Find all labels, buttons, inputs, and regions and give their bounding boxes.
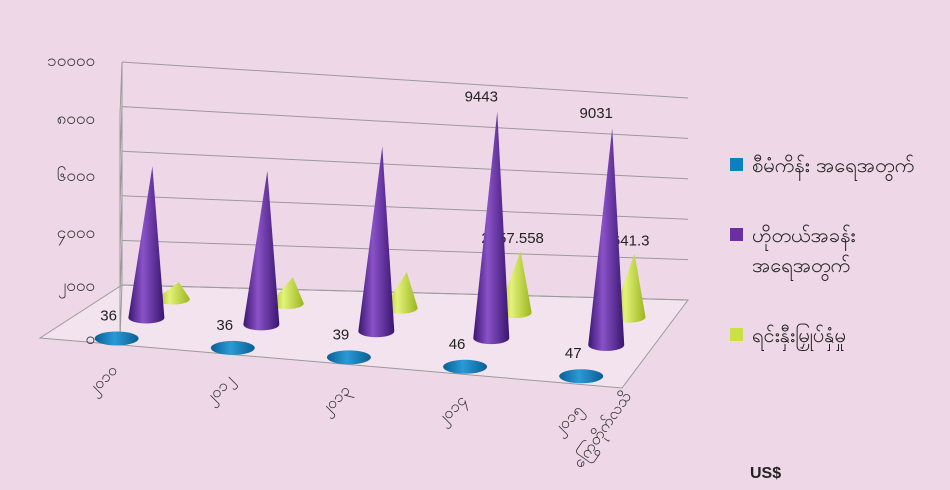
y-tick-label: ၀ (85, 329, 95, 349)
data-label: 39 (333, 326, 350, 343)
gridline (121, 195, 689, 220)
data-disc (326, 350, 371, 365)
y-tick-label: ၂၀၀၀ (58, 276, 95, 299)
legend-label-projects: စီမံကိန်း အရေအတွက် (752, 153, 915, 177)
x-tick-label: ၂၀၁၅ (549, 400, 589, 440)
unit-label: US$ (750, 465, 782, 482)
y-tick-label: ၄၀၀၀ (57, 223, 95, 246)
legend-item-hotel-rooms: ဟိုတယ်အခန်း အရေအတွက် (730, 220, 940, 280)
data-disc (210, 340, 255, 355)
gridline (121, 239, 689, 261)
data-cone-hotel-rooms (243, 170, 280, 331)
legend-swatch-projects (730, 158, 743, 171)
data-cone-hotel-rooms (358, 146, 395, 338)
legend-swatch-investment (730, 328, 743, 341)
y-tick-label: ၈၀၀၀ (57, 109, 95, 129)
data-disc (443, 359, 488, 374)
depth-axis-label: ကြွေတိုက်လသိ (569, 387, 638, 473)
data-cone-hotel-rooms (588, 128, 625, 351)
y-tick-label: ၁၀၀၀၀ (47, 51, 95, 71)
gridline (121, 61, 689, 99)
data-disc (94, 331, 139, 346)
data-cone-investment (269, 277, 304, 310)
gridline (121, 106, 689, 139)
y-tick-label: ၆၀၀၀ (57, 165, 95, 186)
x-tick-label: ၂၀၁၃ (316, 380, 356, 420)
data-label: 9031 (580, 105, 613, 122)
x-tick-label: ၂၀၁၀ (83, 360, 123, 400)
side-wall-line (119, 61, 123, 116)
data-cone-hotel-rooms (473, 111, 510, 345)
data-label: 9443 (465, 88, 498, 105)
legend-swatch-hotel-rooms (730, 228, 743, 241)
legend-label-investment: ရင်းနှီးမြှုပ်နှံမှု (752, 323, 846, 347)
x-tick-label: ၂၀၁၂ (200, 370, 239, 409)
data-cone-hotel-rooms (128, 166, 165, 324)
legend: စီမံကိန်း အရေအတွက် ဟိုတယ်အခန်း အရေအတွက် … (730, 150, 940, 390)
data-label: 46 (449, 336, 466, 353)
gridline (121, 150, 689, 180)
data-cone-investment (155, 282, 190, 305)
data-disc (559, 369, 604, 384)
data-label: 36 (216, 317, 233, 334)
data-label: 47 (565, 345, 582, 362)
legend-item-investment: ရင်းနှီးမြှုပ်နှံမှု (730, 320, 940, 350)
legend-label-hotel-rooms: ဟိုတယ်အခန်း အရေအတွက် (752, 223, 856, 277)
data-label: 36 (100, 307, 117, 324)
legend-item-projects: စီမံကိန်း အရေအတွက် (730, 150, 940, 180)
x-tick-label: ၂၀၁၄ (432, 390, 472, 430)
